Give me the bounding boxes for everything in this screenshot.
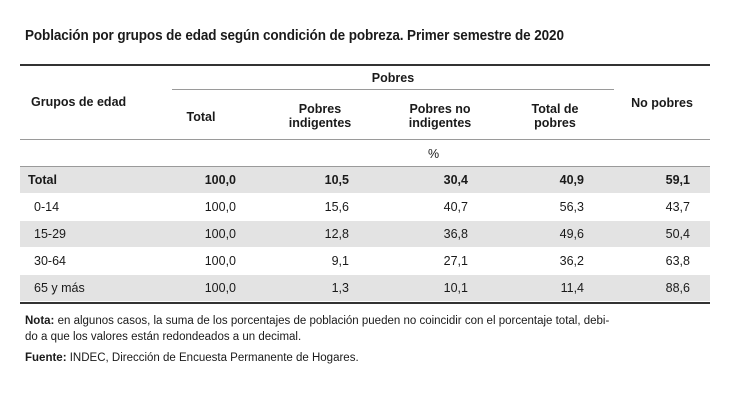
source-text: INDEC, Dirección de Encuesta Permanente … xyxy=(66,352,359,364)
cell-no-pobres: 88,6 xyxy=(665,281,690,295)
cell-indigentes: 9,1 xyxy=(331,254,349,268)
row-group: 65 y más xyxy=(34,281,85,295)
header-pobres-no-indigentes-line1: Pobres no xyxy=(409,102,471,116)
header-pobres-no-indigentes-line2: indigentes xyxy=(408,116,472,130)
table-row: 65 y más 100,0 1,3 10,1 11,4 88,6 xyxy=(20,275,710,301)
note-line2: do a que los valores están redondeados a… xyxy=(25,331,302,343)
cell-total: 100,0 xyxy=(204,227,236,241)
cell-total: 100,0 xyxy=(204,281,236,295)
top-rule xyxy=(20,64,710,66)
header-pobres-no-indigentes: Pobres no indigentes xyxy=(390,102,490,130)
cell-total-pobres: 40,9 xyxy=(559,173,584,187)
table-title: Población por grupos de edad según condi… xyxy=(25,28,564,44)
header-pobres-group: Pobres xyxy=(371,71,415,85)
cell-indigentes: 1,3 xyxy=(331,281,349,295)
row-group: 15-29 xyxy=(34,227,66,241)
header-no-pobres: No pobres xyxy=(631,96,693,110)
cell-no-pobres: 63,8 xyxy=(665,254,690,268)
table-row: 0-14 100,0 15,6 40,7 56,3 43,7 xyxy=(20,194,710,220)
bottom-rule xyxy=(20,302,710,304)
header-total-de-pobres: Total de pobres xyxy=(505,102,605,130)
cell-no-indigentes: 30,4 xyxy=(443,173,468,187)
cell-total: 100,0 xyxy=(204,173,236,187)
note-line1: Nota: en algunos casos, la suma de los p… xyxy=(25,313,609,329)
cell-total-pobres: 56,3 xyxy=(559,200,584,214)
header-pobres-indigentes: Pobres indigentes xyxy=(270,102,370,130)
cell-indigentes: 15,6 xyxy=(324,200,349,214)
note-label: Nota: xyxy=(25,315,55,327)
cell-total: 100,0 xyxy=(204,254,236,268)
table-row: 30-64 100,0 9,1 27,1 36,2 63,8 xyxy=(20,248,710,274)
cell-no-pobres: 59,1 xyxy=(665,173,690,187)
row-group: 0-14 xyxy=(34,200,60,214)
cell-no-pobres: 50,4 xyxy=(665,227,690,241)
table-row: Total 100,0 10,5 30,4 40,9 59,1 xyxy=(20,167,710,193)
cell-total-pobres: 11,4 xyxy=(560,281,584,295)
header-total-de-pobres-line1: Total de xyxy=(531,102,579,116)
row-group: 30-64 xyxy=(34,254,66,268)
cell-no-indigentes: 40,7 xyxy=(443,200,468,214)
table-row: 15-29 100,0 12,8 36,8 49,6 50,4 xyxy=(20,221,710,247)
cell-no-indigentes: 36,8 xyxy=(443,227,468,241)
cell-indigentes: 10,5 xyxy=(324,173,349,187)
unit-percent: % xyxy=(428,147,440,161)
note-text-line1: en algunos casos, la suma de los porcent… xyxy=(54,315,610,327)
cell-total-pobres: 36,2 xyxy=(559,254,584,268)
source-label: Fuente: xyxy=(25,352,67,364)
unit-rule xyxy=(20,166,710,167)
header-pobres-indigentes-line1: Pobres xyxy=(298,102,342,116)
header-grupos-de-edad: Grupos de edad xyxy=(31,95,127,109)
cell-no-indigentes: 10,1 xyxy=(443,281,468,295)
header-total: Total xyxy=(186,110,216,124)
pobres-group-rule xyxy=(172,89,614,90)
cell-no-pobres: 43,7 xyxy=(665,200,690,214)
source-line: Fuente: INDEC, Dirección de Encuesta Per… xyxy=(25,350,359,366)
header-rule xyxy=(20,139,710,140)
header-total-de-pobres-line2: pobres xyxy=(534,116,576,130)
cell-total: 100,0 xyxy=(204,200,236,214)
cell-indigentes: 12,8 xyxy=(324,227,349,241)
header-pobres-indigentes-line2: indigentes xyxy=(288,116,352,130)
row-group: Total xyxy=(28,173,57,187)
cell-no-indigentes: 27,1 xyxy=(443,254,468,268)
cell-total-pobres: 49,6 xyxy=(559,227,584,241)
